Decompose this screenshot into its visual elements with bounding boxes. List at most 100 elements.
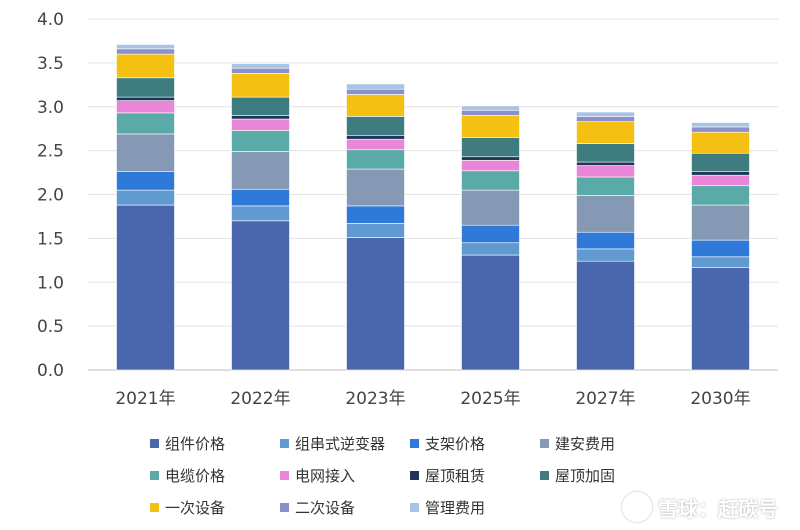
bar-segment — [116, 53, 175, 79]
y-tick-label: 0.0 — [37, 361, 64, 381]
bar-segment — [346, 88, 405, 95]
bar-segment — [116, 189, 175, 206]
watermark: 雪球：赶碳号 — [622, 492, 778, 522]
y-tick-label: 3.0 — [37, 98, 64, 118]
x-tick-label: 2021年 — [115, 389, 175, 409]
y-tick-label: 2.0 — [37, 186, 64, 206]
bar-segment — [461, 254, 520, 371]
y-tick-label: 1.0 — [37, 273, 64, 293]
legend-swatch — [150, 502, 159, 512]
bar-segment — [231, 151, 290, 190]
legend-item: 组串式逆变器 — [280, 432, 410, 454]
legend-label: 组串式逆变器 — [295, 434, 386, 453]
legend-swatch — [410, 502, 419, 512]
bar-segment — [346, 116, 405, 137]
bar-segment — [576, 248, 635, 262]
y-tick-label: 0.5 — [37, 317, 64, 337]
legend-item: 管理费用 — [410, 496, 540, 518]
y-tick-label: 4.0 — [37, 10, 64, 30]
watermark-text: 雪球：赶碳号 — [658, 496, 778, 521]
bar-segment — [576, 165, 635, 178]
legend-swatch — [280, 502, 289, 512]
bar-segment — [116, 100, 175, 114]
x-tick-label: 2025年 — [460, 389, 520, 409]
bar-segment — [231, 115, 290, 120]
bar-segment — [691, 267, 750, 371]
bar-segment — [231, 130, 290, 152]
legend-item: 二次设备 — [280, 496, 410, 518]
x-tick-label: 2023年 — [345, 389, 405, 409]
legend-item: 一次设备 — [150, 496, 280, 518]
bar-segment — [691, 174, 750, 187]
bar-segment — [231, 67, 290, 74]
legend-item: 屋顶租赁 — [410, 464, 540, 486]
bar-segment — [116, 48, 175, 55]
bar-segment — [461, 115, 520, 138]
bar-segment — [576, 116, 635, 122]
bar-segment — [691, 256, 750, 268]
bar-segment — [576, 111, 635, 117]
bar-segment — [461, 242, 520, 256]
legend-item: 支架价格 — [410, 432, 540, 454]
bar-segment — [461, 156, 520, 161]
bar-segment — [461, 189, 520, 226]
bar-segment — [231, 63, 290, 69]
bar-segment — [576, 260, 635, 371]
bar-segment — [231, 188, 290, 207]
legend-swatch — [540, 470, 549, 480]
legend-swatch — [410, 438, 419, 448]
legend-label: 屋顶加固 — [555, 466, 616, 485]
bar-segment — [116, 77, 175, 98]
bar-segment — [576, 121, 635, 144]
bar-segment — [346, 205, 405, 224]
legend-label: 建安费用 — [555, 434, 616, 453]
bar-segment — [231, 220, 290, 371]
legend-swatch — [150, 438, 159, 448]
stacked-bar-chart: 0.0 0.5 1.0 1.5 2.0 2.5 3.0 3.5 4.0 2021年 2022年 202… — [37, 10, 778, 409]
legend-swatch — [280, 438, 289, 448]
bar-segment — [346, 83, 405, 90]
legend-swatch — [540, 438, 549, 448]
bar-segment — [576, 176, 635, 196]
legend-label: 二次设备 — [295, 498, 356, 517]
bar-segment — [346, 149, 405, 170]
bar-segment — [461, 105, 520, 111]
legend-label: 屋顶租赁 — [425, 466, 486, 485]
y-tick-label: 2.5 — [37, 142, 64, 162]
bar-segment — [691, 152, 750, 172]
bar-segment — [691, 239, 750, 258]
legend-label: 电网接入 — [295, 466, 356, 485]
legend-label: 管理费用 — [425, 498, 486, 517]
x-tick-label: 2022年 — [230, 389, 290, 409]
bar-segment — [116, 44, 175, 50]
legend-item: 建安费用 — [540, 432, 670, 454]
bar-segment — [576, 195, 635, 233]
bar-segment — [461, 170, 520, 191]
bar-segment — [691, 126, 750, 133]
y-tick-label: 1.5 — [37, 229, 64, 249]
bar-segment — [231, 73, 290, 98]
bar-segment — [576, 143, 635, 163]
bar-segment — [346, 94, 405, 117]
bar-segment — [231, 96, 290, 116]
legend: 组件价格 组串式逆变器 支架价格 建安费用 电缆价格 电网接入 屋顶租赁 屋顶加固 一次设备 二次… — [150, 432, 670, 518]
bar-segment — [576, 161, 635, 166]
bar-segment — [461, 224, 520, 244]
bar-segment — [231, 118, 290, 131]
bar-segment — [346, 223, 405, 238]
bar-segment — [691, 204, 750, 241]
bar-segment — [691, 131, 750, 154]
legend-label: 电缆价格 — [165, 466, 226, 485]
legend-swatch — [150, 470, 159, 480]
bar-segment — [691, 171, 750, 176]
bar-segment — [346, 237, 405, 371]
bar-segment — [231, 205, 290, 222]
bar-segment — [116, 133, 175, 172]
legend-item: 电缆价格 — [150, 464, 280, 486]
x-tick-label: 2030年 — [690, 389, 750, 409]
legend-swatch — [280, 470, 289, 480]
gridlines — [88, 18, 778, 371]
bar-segment — [116, 204, 175, 371]
legend-label: 一次设备 — [165, 498, 226, 517]
